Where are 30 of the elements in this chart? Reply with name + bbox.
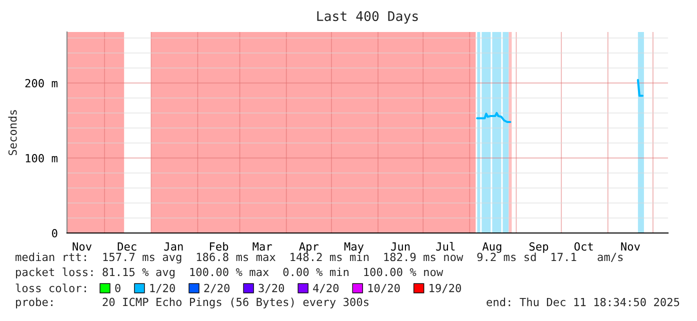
x-tick-label: Apr — [299, 242, 319, 253]
x-tick-label: Aug — [482, 242, 502, 253]
x-tick-label: Oct — [574, 242, 593, 251]
y-tick-label: 200 m — [25, 79, 58, 88]
legend-label: 1/20 — [150, 284, 175, 294]
text: probe: 20 ICMP Echo Pings (56 Bytes) every 300s — [16, 298, 368, 308]
chart-title: Last 400 Days — [317, 11, 418, 24]
x-tick-label: Dec — [118, 242, 136, 251]
legend-label: 2/20 — [204, 284, 230, 294]
x-tick-label: May — [344, 242, 364, 253]
x-tick-label: Nov — [72, 242, 92, 251]
legend-label: 10/20 — [368, 284, 400, 294]
legend-title: loss color: — [16, 284, 86, 292]
y-tick-label: 100 m — [26, 154, 58, 162]
x-tick-label: Jan — [164, 242, 183, 251]
x-tick-label: Sep — [530, 242, 548, 253]
text: median rtt: 157.7 ms avg 186.8 ms max 148.2 ms min 182.9 ms now 9.2 ms sd 17.1 am/s — [16, 252, 623, 264]
legend-label: 4/20 — [313, 284, 339, 294]
legend-label: 19/20 — [430, 284, 461, 294]
text: end: Thu Dec 11 18:34:50 2025 — [486, 298, 680, 306]
x-tick-label: Nov — [621, 242, 640, 251]
x-tick-label: Jul — [436, 242, 455, 251]
x-tick-label: Jun — [391, 242, 410, 251]
legend-label: 3/20 — [258, 284, 284, 294]
y-axis-title: Seconds — [8, 110, 17, 156]
legend-label: 0 — [115, 284, 120, 292]
x-tick-label: Mar — [252, 242, 272, 251]
y-tick-label: 0 — [52, 229, 58, 238]
x-tick-label: Feb — [210, 242, 228, 251]
text: packet loss: 81.15 % avg 100.00 % max 0.00 % min 100.00 % now — [16, 268, 444, 278]
